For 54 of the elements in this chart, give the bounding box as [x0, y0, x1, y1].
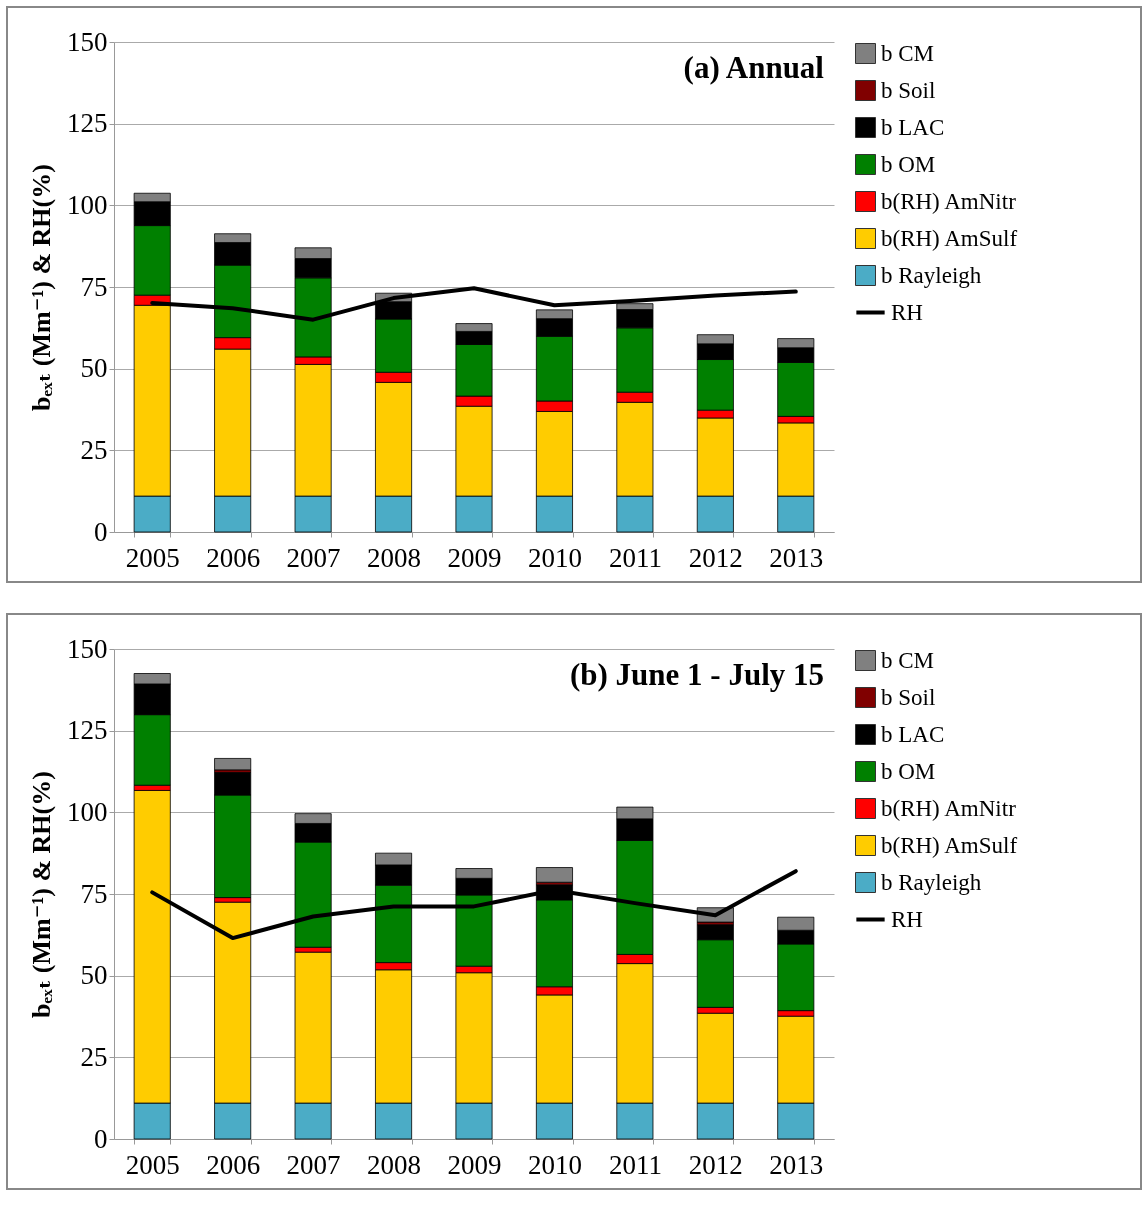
- x-tick-label: 2008: [367, 542, 422, 573]
- bar: [535, 867, 573, 883]
- y-tick-label: 0: [94, 516, 108, 547]
- y-tick-label: 50: [80, 960, 108, 991]
- y-tick-label: 75: [80, 878, 108, 909]
- x-tick-label: 2007: [286, 1149, 341, 1180]
- y-tick-label: 50: [80, 353, 108, 384]
- y-tick-label: 150: [67, 633, 108, 664]
- x-tick-label: 2013: [769, 1149, 824, 1180]
- legend-label: b LAC: [881, 114, 945, 140]
- legend-label: b(RH) AmNitr: [881, 795, 1017, 821]
- x-tick-label: 2006: [206, 542, 261, 573]
- annotation: (a) Annual: [683, 50, 825, 85]
- y-tick-label: 0: [94, 1123, 108, 1154]
- legend-label: b LAC: [881, 721, 945, 747]
- annotation: (b) June 1 - July 15: [569, 657, 824, 692]
- legend-label: b(RH) AmSulf: [881, 832, 1018, 858]
- x-tick-label: 2012: [688, 542, 743, 573]
- legend-label: b Soil: [881, 77, 936, 103]
- y-tick-label: 150: [67, 26, 108, 57]
- y-tick-label: 100: [67, 189, 108, 220]
- legend-label: b Soil: [881, 684, 936, 710]
- x-tick-label: 2011: [608, 542, 662, 573]
- legend-label: b(RH) AmNitr: [881, 188, 1017, 214]
- bar: [214, 758, 252, 771]
- legend-label: b CM: [881, 647, 935, 673]
- legend-label: b(RH) AmSulf: [881, 225, 1018, 251]
- x-tick-label: 2011: [608, 1149, 662, 1180]
- x-tick-label: 2010: [527, 1149, 582, 1180]
- legend-label: RH: [891, 299, 923, 325]
- y-tick-label: 25: [80, 434, 108, 465]
- x-tick-label: 2005: [125, 542, 180, 573]
- x-tick-label: 2006: [206, 1149, 261, 1180]
- y-axis-title: bₑₓₜ (Mm⁻¹) & RH(%): [27, 164, 56, 411]
- legend-label: b Rayleigh: [881, 262, 982, 288]
- y-axis-title: bₑₓₜ (Mm⁻¹) & RH(%): [27, 771, 56, 1018]
- x-tick-label: 2013: [769, 542, 824, 573]
- x-tick-label: 2012: [688, 1149, 743, 1180]
- y-tick-label: 75: [80, 271, 108, 302]
- legend-label: RH: [891, 906, 923, 932]
- legend-label: b OM: [881, 758, 936, 784]
- y-tick-label: 25: [80, 1041, 108, 1072]
- x-tick-label: 2010: [527, 542, 582, 573]
- x-tick-label: 2005: [125, 1149, 180, 1180]
- x-tick-label: 2007: [286, 542, 341, 573]
- legend-label: b Rayleigh: [881, 869, 982, 895]
- x-tick-label: 2009: [447, 1149, 502, 1180]
- y-tick-label: 125: [67, 108, 108, 139]
- x-tick-label: 2009: [447, 542, 502, 573]
- legend-label: b CM: [881, 40, 935, 66]
- y-tick-label: 125: [67, 715, 108, 746]
- x-tick-label: 2008: [367, 1149, 422, 1180]
- y-tick-label: 100: [67, 796, 108, 827]
- legend-label: b OM: [881, 151, 936, 177]
